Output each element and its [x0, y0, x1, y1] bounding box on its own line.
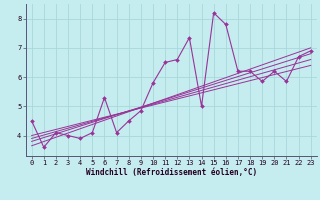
X-axis label: Windchill (Refroidissement éolien,°C): Windchill (Refroidissement éolien,°C)	[86, 168, 257, 177]
